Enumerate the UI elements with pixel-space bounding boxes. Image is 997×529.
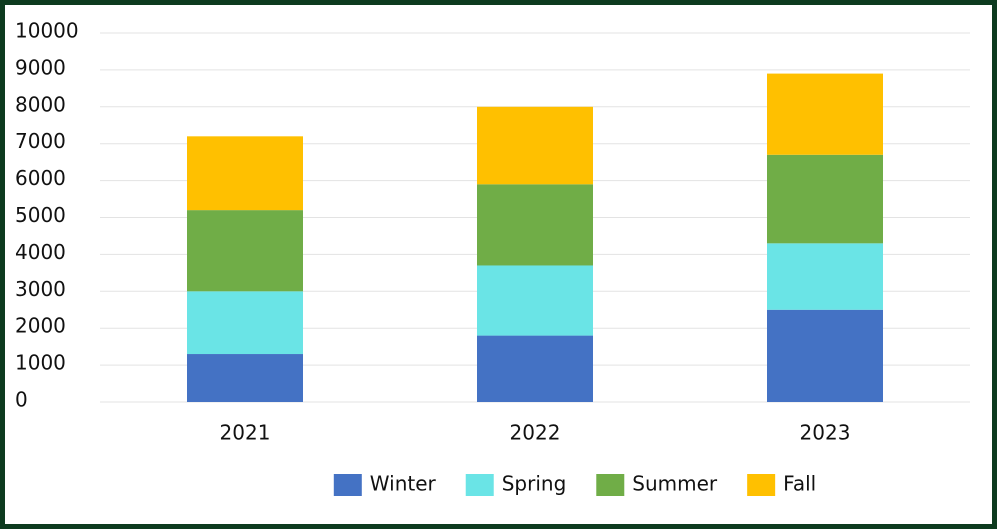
bar-segment bbox=[767, 243, 883, 310]
bar-segment bbox=[477, 265, 593, 336]
bar-segment bbox=[477, 106, 593, 185]
y-tick-label: 4000 bbox=[15, 240, 66, 264]
y-tick-label: 7000 bbox=[15, 129, 66, 153]
y-tick-label: 1000 bbox=[15, 351, 66, 375]
legend-label: Winter bbox=[370, 472, 437, 496]
x-tick-label: 2022 bbox=[510, 421, 561, 445]
legend-swatch bbox=[465, 474, 494, 496]
bar-segment bbox=[767, 154, 883, 244]
bar-segment bbox=[477, 184, 593, 266]
legend-label: Summer bbox=[632, 472, 718, 496]
y-tick-label: 9000 bbox=[15, 55, 66, 79]
y-tick-label: 5000 bbox=[15, 203, 66, 227]
legend-label: Fall bbox=[783, 472, 816, 496]
x-tick-label: 2023 bbox=[800, 421, 851, 445]
bar-segment bbox=[767, 73, 883, 155]
y-tick-label: 2000 bbox=[15, 314, 66, 338]
y-tick-label: 3000 bbox=[15, 277, 66, 301]
bar-segment bbox=[187, 136, 303, 211]
y-tick-label: 6000 bbox=[15, 166, 66, 190]
bar-segment bbox=[187, 354, 303, 402]
bar-segment bbox=[477, 335, 593, 402]
y-tick-label: 10000 bbox=[15, 19, 79, 43]
legend-label: Spring bbox=[502, 472, 567, 496]
bar-segment bbox=[187, 291, 303, 355]
bar-segment bbox=[767, 309, 883, 402]
legend-swatch bbox=[747, 474, 776, 496]
y-tick-label: 8000 bbox=[15, 92, 66, 116]
legend-swatch bbox=[333, 474, 362, 496]
bar-segment bbox=[187, 210, 303, 292]
legend-swatch bbox=[596, 474, 625, 496]
x-tick-label: 2021 bbox=[220, 421, 271, 445]
y-tick-label: 0 bbox=[15, 388, 28, 412]
